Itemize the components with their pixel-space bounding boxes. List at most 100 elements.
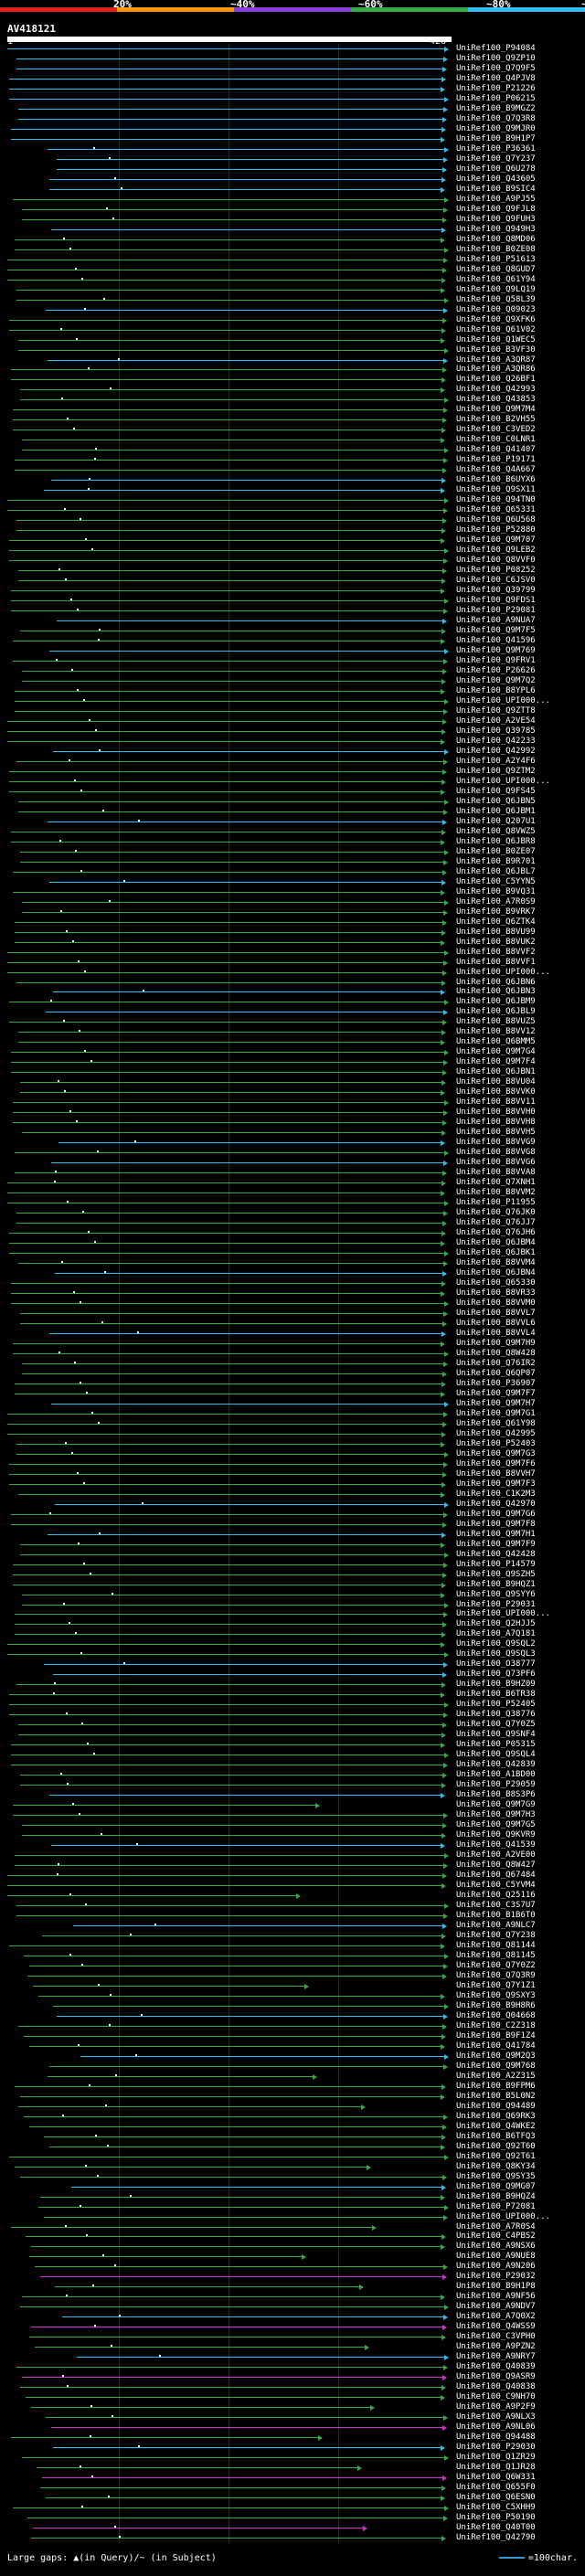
alignment-row[interactable]: UniRef100_Q9M7G9: [0, 1800, 585, 1810]
subject-label[interactable]: UniRef100_Q9LEB2: [456, 546, 536, 556]
subject-label[interactable]: UniRef100_Q61Y94: [456, 274, 536, 284]
alignment-row[interactable]: UniRef100_P51613: [0, 255, 585, 265]
alignment-row[interactable]: UniRef100_A1BD00: [0, 1770, 585, 1780]
subject-label[interactable]: UniRef100_B8VVL6: [456, 1318, 536, 1328]
alignment-row[interactable]: UniRef100_Q92T61: [0, 2152, 585, 2162]
subject-label[interactable]: UniRef100_Q8W428: [456, 1348, 536, 1358]
alignment-row[interactable]: UniRef100_Q40838: [0, 2382, 585, 2392]
subject-label[interactable]: UniRef100_A9NUA7: [456, 616, 536, 626]
subject-label[interactable]: UniRef100_Q9M7H1: [456, 1529, 536, 1539]
alignment-row[interactable]: UniRef100_C1K2M3: [0, 1489, 585, 1500]
subject-label[interactable]: UniRef100_P52880: [456, 525, 536, 535]
subject-label[interactable]: UniRef100_Q9M7G1: [456, 1408, 536, 1418]
alignment-row[interactable]: UniRef100_UPI000...: [0, 1609, 585, 1619]
subject-label[interactable]: UniRef100_Q61V02: [456, 324, 536, 334]
alignment-row[interactable]: UniRef100_P05315: [0, 1740, 585, 1750]
subject-label[interactable]: UniRef100_Q207U1: [456, 816, 536, 826]
subject-label[interactable]: UniRef100_UPI000...: [456, 776, 550, 786]
alignment-row[interactable]: UniRef100_B9H8R6: [0, 2001, 585, 2011]
subject-label[interactable]: UniRef100_B9HQZ1: [456, 1579, 536, 1589]
subject-label[interactable]: UniRef100_P52405: [456, 1700, 536, 1710]
alignment-row[interactable]: UniRef100_C5XHH9: [0, 2503, 585, 2513]
subject-label[interactable]: UniRef100_B6UYX6: [456, 475, 536, 485]
subject-label[interactable]: UniRef100_B9H1P7: [456, 133, 536, 143]
subject-label[interactable]: UniRef100_B8VV11: [456, 1097, 536, 1108]
alignment-row[interactable]: UniRef100_B2VH55: [0, 415, 585, 425]
alignment-row[interactable]: UniRef100_A2VE00: [0, 1850, 585, 1860]
alignment-row[interactable]: UniRef100_Q76JJ7: [0, 1218, 585, 1228]
alignment-row[interactable]: UniRef100_B9R701: [0, 857, 585, 867]
subject-label[interactable]: UniRef100_Q8W427: [456, 1860, 536, 1871]
alignment-row[interactable]: UniRef100_Q9SX11: [0, 485, 585, 495]
alignment-row[interactable]: UniRef100_Q41596: [0, 636, 585, 646]
alignment-row[interactable]: UniRef100_Q9M2Q3: [0, 2051, 585, 2062]
subject-label[interactable]: UniRef100_Q42970: [456, 1499, 536, 1509]
alignment-row[interactable]: UniRef100_B8VVK0: [0, 1087, 585, 1097]
alignment-row[interactable]: UniRef100_P36361: [0, 144, 585, 154]
alignment-row[interactable]: UniRef100_Q9M7F7: [0, 1389, 585, 1399]
alignment-row[interactable]: UniRef100_Q40T00: [0, 2523, 585, 2533]
alignment-row[interactable]: UniRef100_P29059: [0, 1780, 585, 1790]
subject-label[interactable]: UniRef100_A7Q0X2: [456, 2312, 536, 2322]
alignment-row[interactable]: UniRef100_B8VVL6: [0, 1319, 585, 1329]
subject-label[interactable]: UniRef100_B8VUZ5: [456, 1017, 536, 1027]
subject-label[interactable]: UniRef100_B8VUK2: [456, 937, 536, 947]
subject-label[interactable]: UniRef100_Q40839: [456, 2362, 536, 2372]
alignment-row[interactable]: UniRef100_Q9M7H1: [0, 1530, 585, 1540]
subject-label[interactable]: UniRef100_Q94TN0: [456, 495, 536, 505]
subject-label[interactable]: UniRef100_B8VVF1: [456, 957, 536, 967]
subject-label[interactable]: UniRef100_A9N206: [456, 2262, 536, 2272]
subject-label[interactable]: UniRef100_A9NF56: [456, 2292, 536, 2302]
alignment-row[interactable]: UniRef100_O38777: [0, 1659, 585, 1670]
alignment-row[interactable]: UniRef100_Q43605: [0, 175, 585, 185]
alignment-row[interactable]: UniRef100_Q9M7F8: [0, 1520, 585, 1530]
subject-label[interactable]: UniRef100_P29081: [456, 606, 536, 616]
subject-label[interactable]: UniRef100_P08252: [456, 566, 536, 576]
subject-label[interactable]: UniRef100_B6TR38: [456, 1690, 536, 1700]
alignment-row[interactable]: UniRef100_B8VVA8: [0, 1168, 585, 1178]
alignment-row[interactable]: UniRef100_Q42993: [0, 385, 585, 395]
alignment-row[interactable]: UniRef100_Q8KY34: [0, 2162, 585, 2172]
subject-label[interactable]: UniRef100_C0LNR1: [456, 435, 536, 445]
alignment-row[interactable]: UniRef100_P11955: [0, 1198, 585, 1208]
subject-label[interactable]: UniRef100_B8VVK0: [456, 1087, 536, 1097]
alignment-row[interactable]: UniRef100_Q9SNF4: [0, 1730, 585, 1740]
alignment-row[interactable]: UniRef100_P29081: [0, 606, 585, 616]
subject-label[interactable]: UniRef100_B2VH55: [456, 415, 536, 425]
alignment-row[interactable]: UniRef100_B8VVF2: [0, 948, 585, 958]
subject-label[interactable]: UniRef100_P36907: [456, 1378, 536, 1388]
subject-label[interactable]: UniRef100_Q6JBL7: [456, 866, 536, 876]
alignment-row[interactable]: UniRef100_Q9SXY3: [0, 1991, 585, 2001]
alignment-row[interactable]: UniRef100_Q9M7F4: [0, 1057, 585, 1067]
subject-label[interactable]: UniRef100_C3VPH0: [456, 2332, 536, 2342]
alignment-row[interactable]: UniRef100_Q949H3: [0, 225, 585, 235]
subject-label[interactable]: UniRef100_B8VVM0: [456, 1298, 536, 1308]
alignment-row[interactable]: UniRef100_Q6BMM5: [0, 1037, 585, 1047]
subject-label[interactable]: UniRef100_Q9M7F3: [456, 1479, 536, 1489]
subject-label[interactable]: UniRef100_Q69RK3: [456, 2111, 536, 2121]
alignment-row[interactable]: UniRef100_B6TFQ3: [0, 2132, 585, 2142]
alignment-row[interactable]: UniRef100_C3VPH0: [0, 2332, 585, 2342]
subject-label[interactable]: UniRef100_P26626: [456, 666, 536, 675]
alignment-row[interactable]: UniRef100_Q6QP07: [0, 1369, 585, 1379]
alignment-row[interactable]: UniRef100_A7Q0X2: [0, 2312, 585, 2322]
subject-label[interactable]: UniRef100_Q25116: [456, 1891, 536, 1901]
alignment-row[interactable]: UniRef100_Q6JBL9: [0, 1007, 585, 1017]
subject-label[interactable]: UniRef100_P06215: [456, 93, 536, 103]
subject-label[interactable]: UniRef100_A9NSX6: [456, 2242, 536, 2252]
subject-label[interactable]: UniRef100_P29032: [456, 2272, 536, 2282]
alignment-row[interactable]: UniRef100_B8YPL6: [0, 686, 585, 696]
subject-label[interactable]: UniRef100_B9F1Z4: [456, 2030, 536, 2041]
subject-label[interactable]: UniRef100_Q6ZTK4: [456, 917, 536, 927]
alignment-row[interactable]: UniRef100_Q6JBM9: [0, 997, 585, 1007]
alignment-row[interactable]: UniRef100_Q8VVF0: [0, 556, 585, 566]
alignment-row[interactable]: UniRef100_UPI000...: [0, 2212, 585, 2222]
alignment-row[interactable]: UniRef100_A9NLC7: [0, 1921, 585, 1931]
subject-label[interactable]: UniRef100_Q1WEC5: [456, 334, 536, 345]
subject-label[interactable]: UniRef100_Q655F0: [456, 2483, 536, 2493]
alignment-row[interactable]: UniRef100_Q9M768: [0, 2062, 585, 2072]
alignment-row[interactable]: UniRef100_A7R0S4: [0, 2222, 585, 2232]
alignment-row[interactable]: UniRef100_A7R0S9: [0, 897, 585, 907]
subject-label[interactable]: UniRef100_P50190: [456, 2513, 536, 2523]
subject-label[interactable]: UniRef100_Q4WSS9: [456, 2322, 536, 2332]
